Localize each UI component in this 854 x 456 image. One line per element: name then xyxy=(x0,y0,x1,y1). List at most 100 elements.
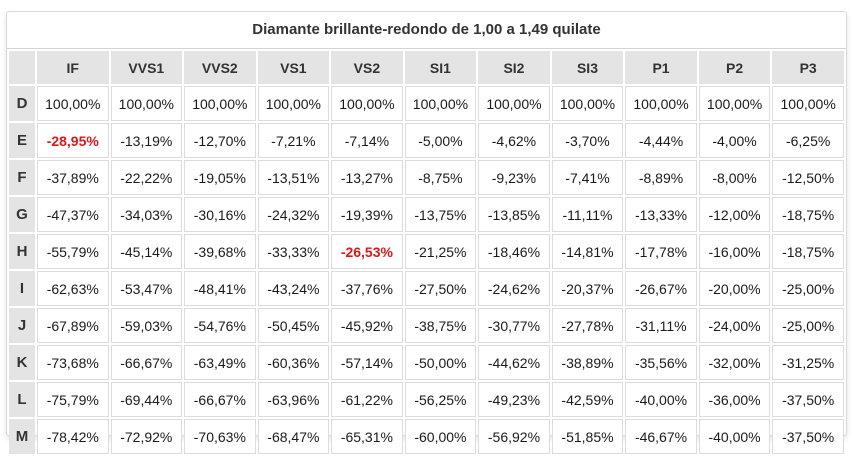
value-cell: -59,03% xyxy=(110,308,183,343)
value-cell: -60,36% xyxy=(257,345,330,380)
value-cell: -32,00% xyxy=(698,345,771,380)
row-header-color-grade: G xyxy=(9,197,35,232)
column-header-vs1: VS1 xyxy=(257,51,330,84)
value-cell: -30,16% xyxy=(184,197,256,232)
row-header-color-grade: I xyxy=(9,271,35,306)
value-cell: -57,14% xyxy=(331,345,403,380)
value-cell: -70,63% xyxy=(184,419,256,454)
value-cell: -72,92% xyxy=(110,419,183,454)
value-cell: -56,25% xyxy=(404,382,477,417)
value-cell: -50,00% xyxy=(404,345,477,380)
table-body: D 100,00% 100,00% 100,00% 100,00% 100,00% 100,… xyxy=(9,86,844,454)
value-cell: -61,22% xyxy=(331,382,403,417)
value-cell: -43,24% xyxy=(257,271,330,306)
value-cell: -66,67% xyxy=(184,382,256,417)
value-cell: 100,00% xyxy=(184,86,256,121)
value-cell: -21,25% xyxy=(404,234,477,269)
value-cell: -5,00% xyxy=(404,123,477,158)
value-cell: -39,68% xyxy=(184,234,256,269)
table-row: G -47,37% -34,03% -30,16% -24,32% -19,39% -13,… xyxy=(9,197,844,232)
value-cell: -42,59% xyxy=(551,382,624,417)
value-cell: -8,00% xyxy=(698,160,771,195)
highlighted-value-cell: -28,95% xyxy=(37,123,109,158)
value-cell: -20,37% xyxy=(551,271,624,306)
column-header-p3: P3 xyxy=(772,51,844,84)
value-cell: -65,31% xyxy=(331,419,403,454)
row-header-color-grade: H xyxy=(9,234,35,269)
value-cell: -78,42% xyxy=(37,419,109,454)
clarity-color-price-table: IF VVS1 VVS2 VS1 VS2 SI1 SI2 SI3 P1 P2 P… xyxy=(7,49,846,456)
value-cell: -8,89% xyxy=(625,160,697,195)
value-cell: -31,11% xyxy=(625,308,697,343)
value-cell: -11,11% xyxy=(551,197,624,232)
value-cell: -63,96% xyxy=(257,382,330,417)
row-header-color-grade: D xyxy=(9,86,35,121)
value-cell: -38,89% xyxy=(551,345,624,380)
value-cell: -68,47% xyxy=(257,419,330,454)
value-cell: -8,75% xyxy=(404,160,477,195)
value-cell: -6,25% xyxy=(772,123,844,158)
value-cell: 100,00% xyxy=(331,86,403,121)
row-header-color-grade: M xyxy=(9,419,35,454)
value-cell: -62,63% xyxy=(37,271,109,306)
value-cell: -13,51% xyxy=(257,160,330,195)
value-cell: -67,89% xyxy=(37,308,109,343)
value-cell: -50,45% xyxy=(257,308,330,343)
value-cell: 100,00% xyxy=(37,86,109,121)
value-cell: -44,62% xyxy=(478,345,550,380)
value-cell: -56,92% xyxy=(478,419,550,454)
value-cell: -51,85% xyxy=(551,419,624,454)
value-cell: 100,00% xyxy=(698,86,771,121)
value-cell: 100,00% xyxy=(257,86,330,121)
value-cell: -38,75% xyxy=(404,308,477,343)
value-cell: -35,56% xyxy=(625,345,697,380)
table-row: F -37,89% -22,22% -19,05% -13,51% -13,27% -8,7… xyxy=(9,160,844,195)
value-cell: -18,46% xyxy=(478,234,550,269)
value-cell: -34,03% xyxy=(110,197,183,232)
value-cell: -24,62% xyxy=(478,271,550,306)
value-cell: -69,44% xyxy=(110,382,183,417)
value-cell: -19,05% xyxy=(184,160,256,195)
value-cell: 100,00% xyxy=(551,86,624,121)
table-row: E -28,95% -13,19% -12,70% -7,21% -7,14% -5,00%… xyxy=(9,123,844,158)
value-cell: -37,76% xyxy=(331,271,403,306)
table-row: D 100,00% 100,00% 100,00% 100,00% 100,00% 100,… xyxy=(9,86,844,121)
value-cell: -18,75% xyxy=(772,197,844,232)
value-cell: -18,75% xyxy=(772,234,844,269)
value-cell: -37,50% xyxy=(772,382,844,417)
value-cell: -3,70% xyxy=(551,123,624,158)
value-cell: 100,00% xyxy=(625,86,697,121)
value-cell: -73,68% xyxy=(37,345,109,380)
row-header-color-grade: F xyxy=(9,160,35,195)
value-cell: -26,67% xyxy=(625,271,697,306)
value-cell: -63,49% xyxy=(184,345,256,380)
row-header-color-grade: J xyxy=(9,308,35,343)
value-cell: -16,00% xyxy=(698,234,771,269)
value-cell: -36,00% xyxy=(698,382,771,417)
value-cell: -75,79% xyxy=(37,382,109,417)
value-cell: -13,33% xyxy=(625,197,697,232)
table-row: K -73,68% -66,67% -63,49% -60,36% -57,14% -50,… xyxy=(9,345,844,380)
row-header-color-grade: E xyxy=(9,123,35,158)
value-cell: -14,81% xyxy=(551,234,624,269)
value-cell: -25,00% xyxy=(772,308,844,343)
value-cell: -25,00% xyxy=(772,271,844,306)
value-cell: -27,50% xyxy=(404,271,477,306)
column-header-if: IF xyxy=(37,51,109,84)
column-header-si2: SI2 xyxy=(478,51,550,84)
value-cell: -20,00% xyxy=(698,271,771,306)
table-row: H -55,79% -45,14% -39,68% -33,33% -26,53% -21,… xyxy=(9,234,844,269)
column-header-p2: P2 xyxy=(698,51,771,84)
value-cell: 100,00% xyxy=(772,86,844,121)
value-cell: -45,92% xyxy=(331,308,403,343)
value-cell: -12,70% xyxy=(184,123,256,158)
value-cell: -53,47% xyxy=(110,271,183,306)
value-cell: -13,27% xyxy=(331,160,403,195)
value-cell: -4,00% xyxy=(698,123,771,158)
value-cell: -46,67% xyxy=(625,419,697,454)
value-cell: -60,00% xyxy=(404,419,477,454)
value-cell: -4,44% xyxy=(625,123,697,158)
corner-cell xyxy=(9,51,35,84)
value-cell: -33,33% xyxy=(257,234,330,269)
table-title: Diamante brillante-redondo de 1,00 a 1,4… xyxy=(7,12,846,49)
